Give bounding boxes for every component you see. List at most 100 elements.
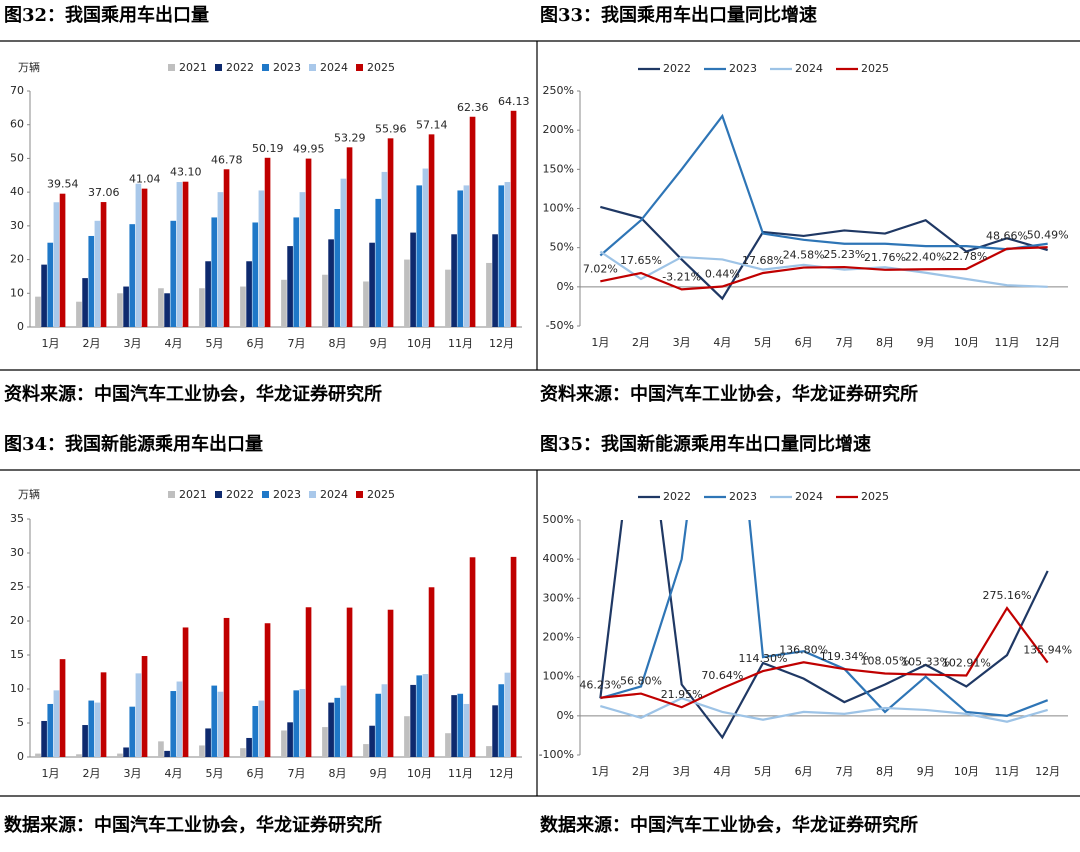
x-tick-label: 7月 bbox=[288, 767, 306, 780]
x-tick-label: 4月 bbox=[165, 337, 183, 350]
value-label: 46.23% bbox=[579, 679, 621, 692]
x-tick-label: 4月 bbox=[165, 767, 183, 780]
bar bbox=[135, 673, 142, 757]
bar bbox=[410, 232, 416, 327]
x-tick-label: 7月 bbox=[835, 336, 853, 349]
bar bbox=[258, 700, 265, 757]
bar bbox=[299, 192, 306, 327]
x-tick-label: 6月 bbox=[795, 336, 813, 349]
bar bbox=[211, 685, 218, 757]
x-tick-label: 11月 bbox=[995, 336, 1020, 349]
value-label: 0.44% bbox=[705, 267, 740, 280]
legend-label: 2023 bbox=[273, 488, 301, 501]
value-label: 17.65% bbox=[620, 254, 662, 267]
bar bbox=[211, 217, 218, 327]
x-tick-label: 2月 bbox=[632, 765, 650, 778]
bar bbox=[404, 259, 410, 327]
bar bbox=[340, 178, 347, 327]
bar bbox=[129, 224, 136, 327]
bar bbox=[176, 681, 183, 757]
bar bbox=[457, 190, 464, 327]
bar bbox=[170, 691, 177, 757]
legend-label: 2023 bbox=[273, 61, 301, 74]
bar bbox=[246, 261, 252, 327]
bar bbox=[41, 264, 47, 327]
y-tick-label: 0 bbox=[17, 750, 24, 763]
bar bbox=[176, 182, 183, 327]
bar bbox=[451, 234, 457, 327]
bar bbox=[94, 220, 101, 327]
y-tick-label: 70 bbox=[10, 84, 24, 97]
legend-swatch bbox=[262, 64, 269, 71]
x-tick-label: 5月 bbox=[206, 337, 224, 350]
bar bbox=[363, 281, 369, 327]
series-line bbox=[599, 520, 1049, 740]
x-tick-label: 11月 bbox=[448, 337, 473, 350]
bar bbox=[182, 181, 189, 327]
bar bbox=[164, 750, 170, 757]
bar bbox=[492, 234, 498, 327]
bar bbox=[76, 301, 82, 327]
x-tick-label: 12月 bbox=[489, 767, 514, 780]
legend-label: 2021 bbox=[179, 488, 207, 501]
bar bbox=[59, 193, 66, 327]
x-tick-label: 9月 bbox=[370, 767, 388, 780]
bar bbox=[510, 556, 517, 757]
value-label: 22.78% bbox=[945, 250, 987, 263]
y-tick-label: 20 bbox=[10, 614, 24, 627]
bar bbox=[246, 737, 252, 757]
x-tick-label: 9月 bbox=[917, 336, 935, 349]
value-label: 24.58% bbox=[783, 249, 825, 262]
value-label: 102.91% bbox=[942, 657, 991, 670]
bar bbox=[264, 623, 271, 757]
y-tick-label: 15 bbox=[10, 648, 24, 661]
y-axis-label: 万辆 bbox=[18, 60, 40, 74]
bar bbox=[182, 627, 189, 757]
x-tick-label: 11月 bbox=[448, 767, 473, 780]
legend-swatch bbox=[309, 64, 316, 71]
bar bbox=[281, 279, 287, 327]
value-label: 46.78 bbox=[211, 153, 243, 166]
value-label: 108.05% bbox=[861, 655, 910, 668]
legend-label: 2022 bbox=[226, 488, 254, 501]
x-tick-label: 5月 bbox=[754, 765, 772, 778]
x-tick-label: 6月 bbox=[247, 337, 265, 350]
legend-label: 2022 bbox=[663, 490, 691, 503]
bar bbox=[123, 747, 129, 757]
y-tick-label: 500% bbox=[543, 513, 574, 526]
x-tick-label: 12月 bbox=[1035, 336, 1060, 349]
bar bbox=[82, 725, 88, 757]
value-label: -3.21% bbox=[662, 270, 701, 283]
bar bbox=[199, 745, 205, 757]
bar bbox=[164, 293, 170, 327]
bar bbox=[457, 693, 464, 757]
chart-title: 图35：我国新能源乘用车出口量同比增速 bbox=[540, 433, 871, 455]
value-label: 25.23% bbox=[823, 248, 865, 261]
y-tick-label: 25 bbox=[10, 580, 24, 593]
x-tick-label: 12月 bbox=[1035, 765, 1060, 778]
bar bbox=[492, 705, 498, 757]
value-label: 135.94% bbox=[1023, 644, 1072, 657]
bar bbox=[76, 754, 82, 757]
value-label: 136.80% bbox=[779, 643, 828, 656]
source-note: 资料来源：中国汽车工业协会，华龙证券研究所 bbox=[4, 383, 382, 405]
x-tick-label: 10月 bbox=[407, 767, 432, 780]
bar bbox=[410, 684, 416, 757]
value-label: 17.68% bbox=[742, 254, 784, 267]
y-tick-label: 35 bbox=[10, 512, 24, 525]
bar bbox=[205, 728, 211, 757]
legend-swatch bbox=[168, 64, 175, 71]
bar bbox=[404, 716, 410, 757]
bar bbox=[322, 727, 328, 757]
bar bbox=[469, 116, 476, 327]
x-tick-label: 10月 bbox=[954, 765, 979, 778]
bar bbox=[240, 748, 246, 757]
bar bbox=[369, 242, 375, 327]
bar bbox=[35, 296, 41, 327]
x-tick-label: 4月 bbox=[713, 336, 731, 349]
bar bbox=[498, 185, 505, 327]
bar bbox=[252, 706, 259, 757]
bar bbox=[416, 185, 423, 327]
bar bbox=[205, 261, 211, 327]
legend-label: 2025 bbox=[861, 490, 889, 503]
